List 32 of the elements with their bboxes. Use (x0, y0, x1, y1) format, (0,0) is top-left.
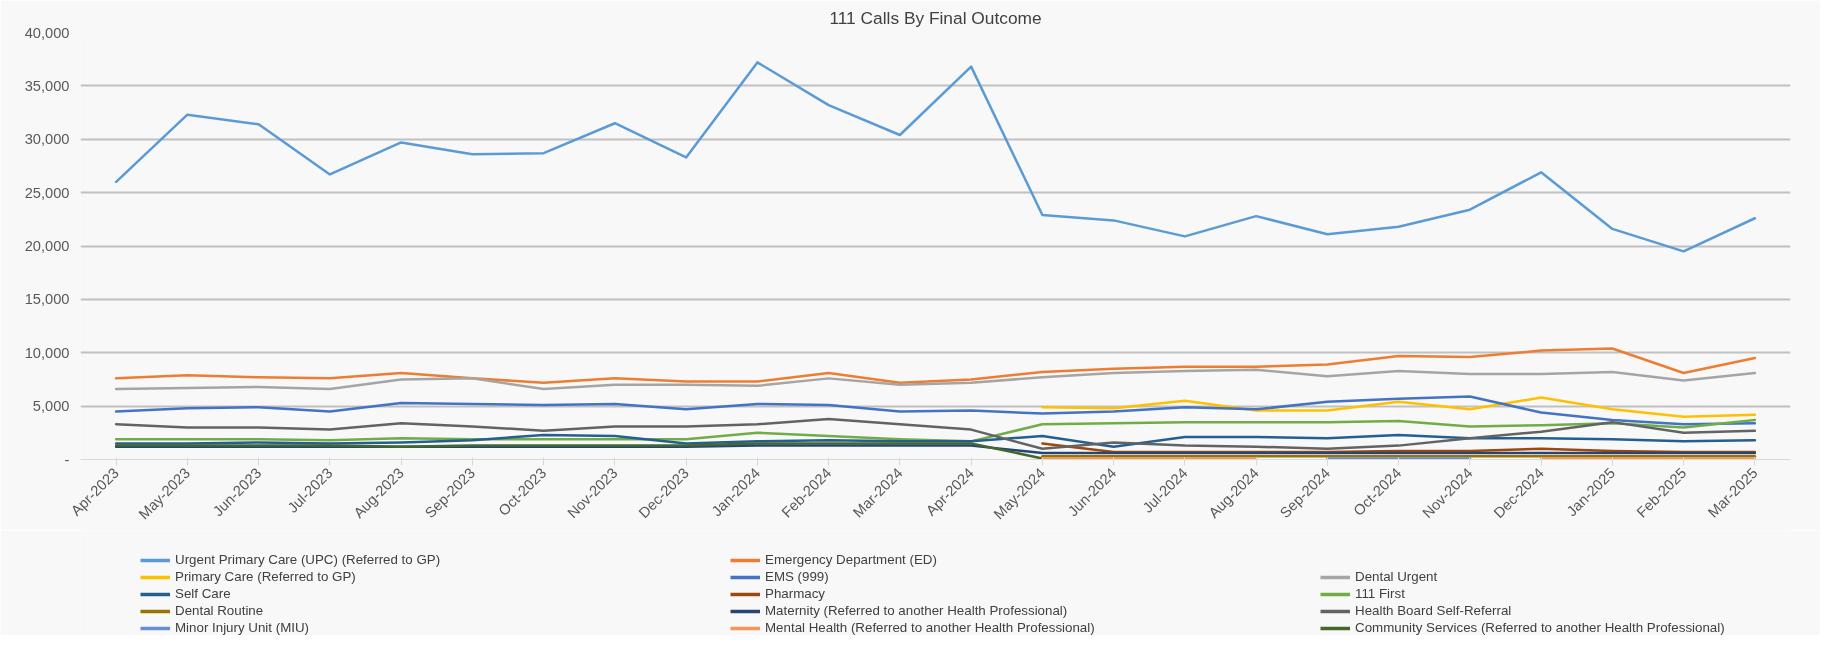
chart-title: 111 Calls By Final Outcome (829, 7, 1042, 28)
legend-label: Dental Routine (175, 603, 264, 618)
legend-label: Self Care (175, 586, 231, 601)
line-series (114, 417, 1757, 451)
line-series (1041, 396, 1757, 419)
legend-label: EMS (999) (765, 569, 829, 584)
y-tick-label: 40,000 (24, 24, 70, 41)
legend-label: Pharmacy (765, 586, 825, 601)
line-series (114, 442, 1044, 460)
legend-label: Health Board Self-Referral (1355, 603, 1512, 618)
line-series (114, 61, 1757, 253)
legend-label: Emergency Department (ED) (765, 552, 937, 567)
y-tick-label: 25,000 (24, 184, 70, 201)
line-series (114, 368, 1757, 391)
y-tick-label: 20,000 (24, 238, 70, 254)
y-tick-label: 35,000 (24, 77, 70, 94)
legend-label: Maternity (Referred to another Health Professional) (765, 603, 1068, 618)
line-series (114, 433, 1757, 448)
y-tick-label: 30,000 (24, 131, 70, 148)
y-tick-label: 15,000 (24, 291, 70, 308)
y-tick-label: 10,000 (24, 344, 70, 361)
y-tick-label: 5,000 (32, 398, 70, 415)
legend-label: Minor Injury Unit (MIU) (175, 620, 310, 635)
line-series (114, 347, 1757, 384)
legend-label: Primary Care (Referred to GP) (175, 569, 356, 584)
legend-label: Dental Urgent (1355, 569, 1438, 584)
line-series (114, 395, 1757, 426)
y-tick-label: - (64, 451, 70, 468)
legend-label: Urgent Primary Care (UPC) (Referred to GP) (175, 552, 441, 567)
legend-label: Community Services (Referred to another Health Professional) (1355, 620, 1725, 635)
legend-label: 111 First (1355, 586, 1405, 601)
legend-label: Mental Health (Referred to another Health Professional) (765, 620, 1095, 635)
